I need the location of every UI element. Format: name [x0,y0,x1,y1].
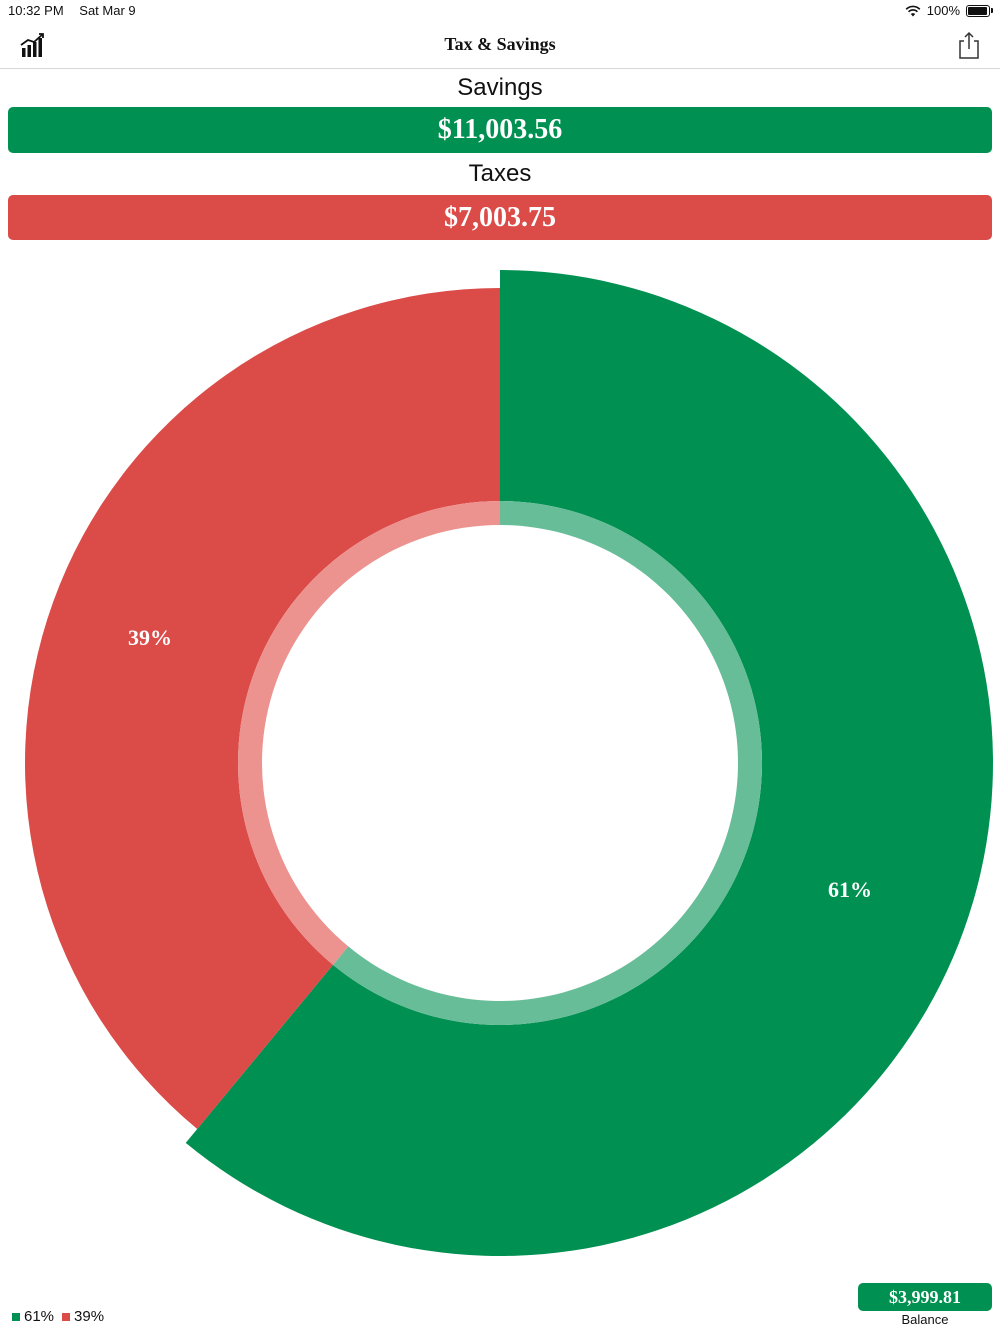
pie-slice-savings [185,270,994,1256]
pie-label-savings: 61% [828,877,872,902]
taxes-label: Taxes [468,160,532,187]
status-bar: 10:32 PM Sat Mar 9 100% [0,0,1000,22]
wifi-icon [905,5,921,16]
status-left: 10:32 PM Sat Mar 9 [8,3,148,18]
status-date: Sat Mar 9 [79,3,136,18]
pie-slice-taxes [25,288,501,1129]
balance-amount-badge: $3,999.81 [858,1283,992,1311]
status-time: 10:32 PM [8,3,64,18]
pie-inner-ring-taxes [238,501,501,965]
battery-level [968,6,987,15]
chart-bars-icon[interactable] [18,30,48,60]
navigation-bar: Tax & Savings [0,22,1000,69]
battery-icon [966,4,993,17]
chart-legend: 61% 39% [12,1308,104,1325]
savings-amount-bar: $11,003.56 [8,107,992,153]
donut-chart: 61% 39% [25,270,994,1256]
pie-inner-ring-savings [332,501,762,1025]
legend-swatch-taxes [62,1312,71,1321]
balance-label: Balance [901,1312,949,1327]
legend-label-savings: 61% [24,1308,55,1325]
battery-percent: 100% [926,3,960,18]
taxes-amount-bar: $7,003.75 [8,195,992,240]
savings-label: Savings [457,74,543,101]
taxes-amount: $7,003.75 [444,202,556,233]
savings-amount: $11,003.56 [437,114,563,145]
legend-label-taxes: 39% [74,1308,105,1325]
page-title: Tax & Savings [444,34,556,54]
share-icon[interactable] [956,30,982,60]
balance-amount: $3,999.81 [889,1287,961,1307]
pie-label-taxes: 39% [128,625,172,650]
legend-item-savings: 61% [12,1308,54,1325]
legend-swatch-savings [12,1312,20,1321]
status-right: 100% [905,3,993,18]
legend-item-taxes: 39% [62,1308,104,1325]
